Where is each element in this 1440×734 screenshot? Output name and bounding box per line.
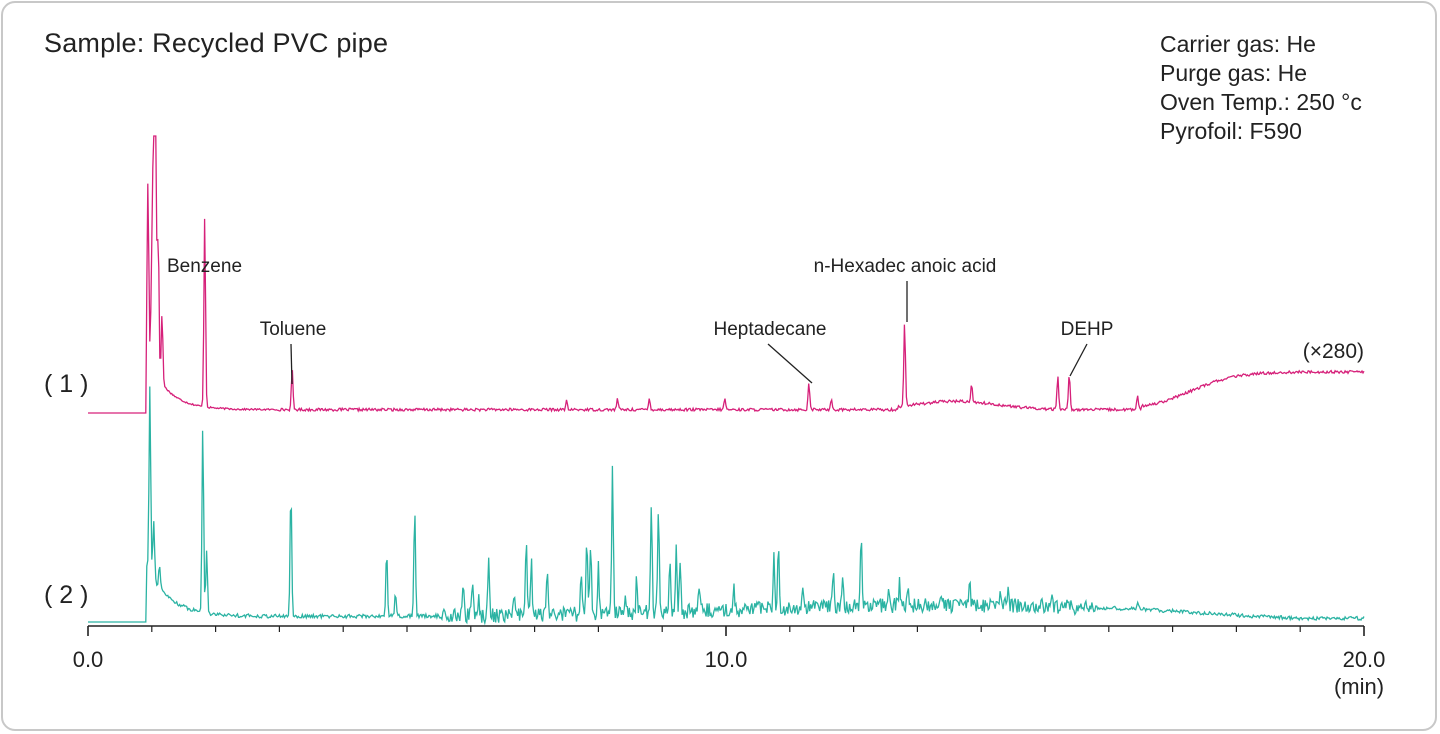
peak-annotation: Toluene bbox=[260, 319, 327, 340]
condition-purge-gas: Purge gas: He bbox=[1160, 60, 1308, 86]
condition-carrier-gas: Carrier gas: He bbox=[1160, 31, 1316, 57]
series-2-label: ( 2 ) bbox=[44, 581, 88, 609]
trace-2-line bbox=[88, 386, 1365, 626]
condition-oven-temp: Oven Temp.: 250 °c bbox=[1160, 89, 1362, 115]
trace-1 bbox=[88, 135, 1365, 414]
annotation-leader-line bbox=[1069, 343, 1088, 377]
chart-title: Sample: Recycled PVC pipe bbox=[44, 28, 389, 58]
condition-pyrofoil: Pyrofoil: F590 bbox=[1160, 118, 1302, 144]
peak-annotation: DEHP bbox=[1061, 319, 1114, 340]
x-tick-label: 0.0 bbox=[73, 647, 104, 672]
trace-1-line bbox=[88, 135, 1365, 414]
conditions-block: Carrier gas: He Purge gas: He Oven Temp.… bbox=[1160, 30, 1362, 146]
trace-2 bbox=[88, 386, 1365, 626]
series-1-label: ( 1 ) bbox=[44, 370, 88, 398]
chart-labels: ( 1 ) ( 2 ) (×280) Benzene Toluene Heptadecan… bbox=[44, 256, 1364, 609]
x-tick-label: 20.0 bbox=[1343, 647, 1386, 672]
x-tick-label: 10.0 bbox=[705, 647, 748, 672]
peak-annotation: Heptadecane bbox=[713, 319, 826, 340]
annotation-leader-line bbox=[290, 343, 293, 385]
scale-factor-label: (×280) bbox=[1303, 340, 1364, 363]
annotation-leader-line bbox=[767, 343, 813, 384]
peak-annotation: n-Hexadec anoic acid bbox=[814, 256, 997, 277]
peak-annotation: Benzene bbox=[167, 256, 242, 277]
x-axis-label: (min) bbox=[1334, 674, 1384, 699]
x-axis: 0.0 10.0 20.0(min) bbox=[73, 625, 1386, 699]
